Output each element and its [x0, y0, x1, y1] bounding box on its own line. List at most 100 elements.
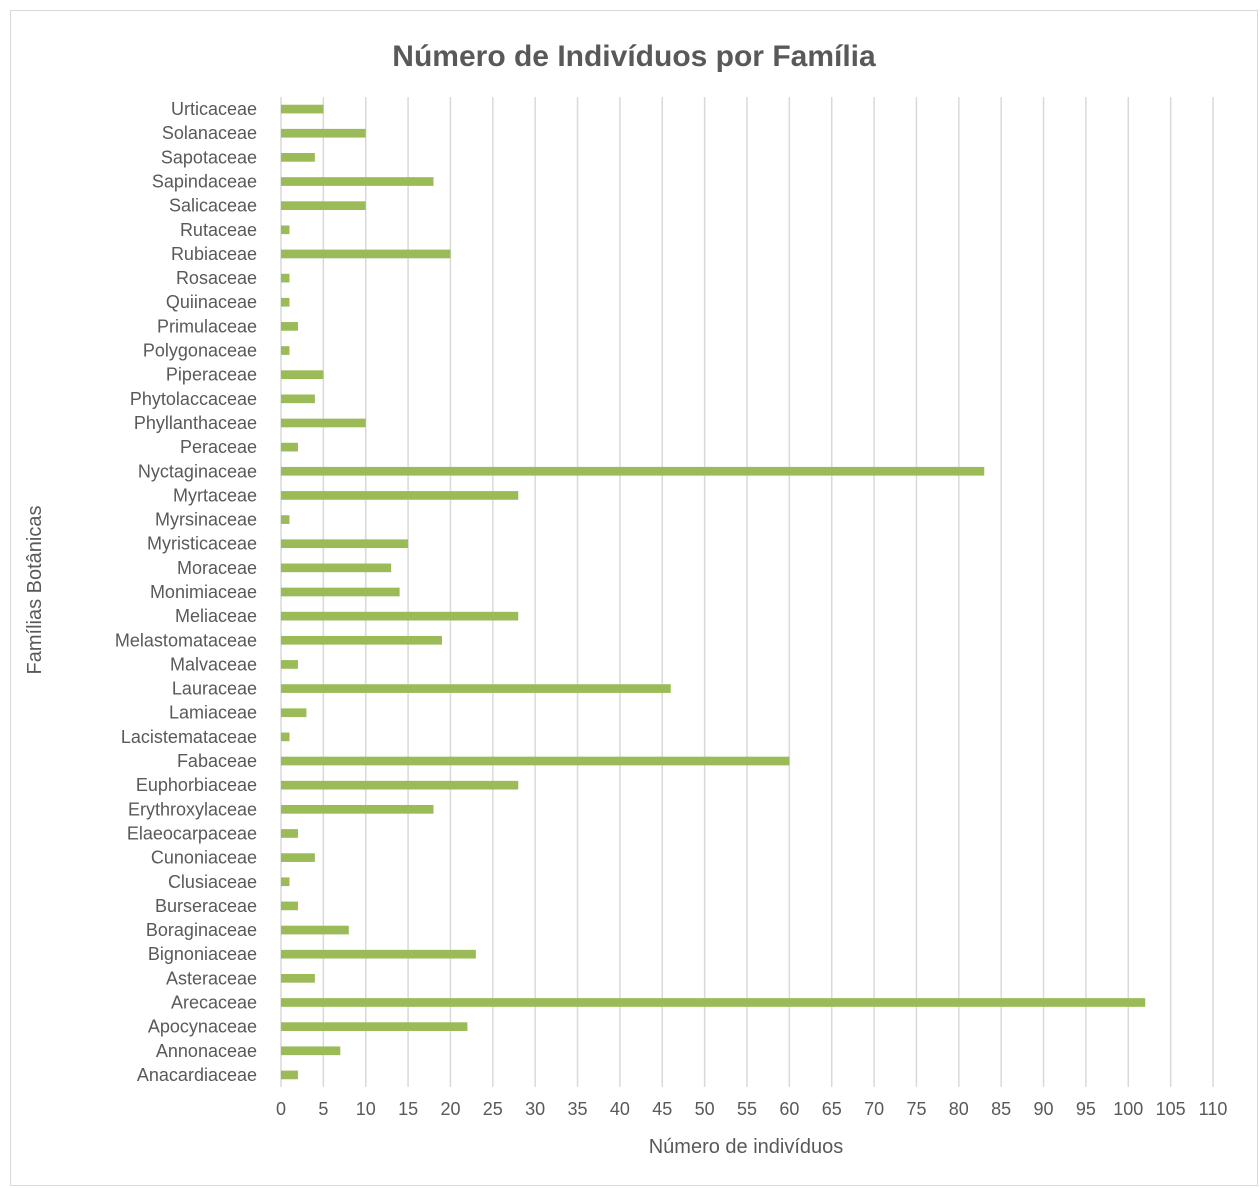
bar-fabaceae — [281, 756, 790, 766]
category-label: Euphorbiaceae — [136, 775, 257, 795]
bar-burseraceae — [281, 901, 298, 911]
category-label: Asteraceae — [166, 968, 257, 988]
category-label: Bignoniaceae — [148, 944, 257, 964]
bar-annonaceae — [281, 1046, 341, 1056]
category-label: Solanaceae — [162, 123, 257, 143]
x-tick-label: 45 — [652, 1099, 672, 1119]
category-label: Rosaceae — [176, 268, 257, 288]
category-label: Polygonaceae — [143, 341, 257, 361]
bar-salicaceae — [281, 201, 366, 211]
category-label: Primulaceae — [157, 316, 257, 336]
bar-phyllanthaceae — [281, 418, 366, 428]
bar-malvaceae — [281, 660, 298, 669]
bar-lacistemataceae — [281, 732, 290, 742]
bar-arecaceae — [281, 998, 1146, 1007]
bar-moraceae — [281, 563, 392, 573]
x-tick-label: 35 — [568, 1099, 588, 1119]
bar-lauraceae — [281, 684, 671, 693]
x-tick-label: 0 — [276, 1099, 286, 1119]
category-label: Urticaceae — [171, 99, 257, 119]
category-label: Melastomataceae — [115, 630, 257, 650]
y-axis-label: Famílias Botânicas — [24, 506, 46, 675]
category-label: Burseraceae — [155, 896, 257, 916]
x-tick-label: 20 — [440, 1099, 460, 1119]
bar-peraceae — [281, 442, 298, 452]
x-tick-label: 65 — [822, 1099, 842, 1119]
bar-quiinaceae — [281, 297, 290, 307]
x-tick-label: 95 — [1076, 1099, 1096, 1119]
chart-title: Número de Indivíduos por Família — [392, 40, 876, 73]
bar-phytolaccaceae — [281, 394, 315, 404]
x-tick-label: 75 — [906, 1099, 926, 1119]
x-tick-label: 50 — [695, 1099, 715, 1119]
bar-myrsinaceae — [281, 515, 290, 524]
x-tick-label: 25 — [483, 1099, 503, 1119]
x-tick-label: 110 — [1199, 1099, 1228, 1119]
bar-sapindaceae — [281, 177, 434, 186]
bar-myrtaceae — [281, 491, 519, 500]
bar-primulaceae — [281, 322, 298, 331]
bar-rosaceae — [281, 273, 290, 283]
category-labels: Anacardiaceae Annonaceae Apocynaceae Arecac… — [115, 99, 257, 1085]
category-label: Cunoniaceae — [151, 848, 257, 868]
x-tick-labels: 0 5 10 15 20 25 30 35 40 45 50 55 60 65 70 75 80 85 90 95 10… — [276, 1099, 1227, 1119]
category-label: Rubiaceae — [171, 244, 257, 264]
x-tick-label: 105 — [1156, 1099, 1186, 1119]
bar-sapotaceae — [281, 153, 315, 162]
category-label: Lauraceae — [172, 679, 257, 699]
category-label: Peraceae — [180, 437, 257, 457]
category-label: Sapotaceae — [161, 147, 257, 167]
x-tick-label: 55 — [737, 1099, 757, 1119]
category-label: Apocynaceae — [148, 1017, 257, 1037]
x-tick-label: 85 — [991, 1099, 1011, 1119]
chart-frame — [10, 10, 1258, 1186]
bar-meliaceae — [281, 611, 519, 621]
bar-boraginaceae — [281, 925, 349, 935]
category-label: Lamiaceae — [169, 703, 257, 723]
category-label: Elaeocarpaceae — [127, 823, 257, 843]
category-label: Myrtaceae — [173, 485, 257, 505]
bar-bignoniaceae — [281, 949, 476, 959]
x-tick-label: 15 — [398, 1099, 418, 1119]
category-label: Annonaceae — [156, 1041, 257, 1061]
bar-lamiaceae — [281, 708, 307, 718]
bar-solanaceae — [281, 128, 366, 138]
bar-rutaceae — [281, 225, 290, 235]
x-axis-label: Número de indivíduos — [649, 1136, 844, 1158]
category-label: Phytolaccaceae — [130, 389, 257, 409]
category-label: Boraginaceae — [146, 920, 257, 940]
gridlines — [280, 97, 1214, 1087]
x-tick-label: 100 — [1113, 1099, 1143, 1119]
x-tick-label: 90 — [1034, 1099, 1054, 1119]
category-label: Lacistemataceae — [121, 727, 257, 747]
bar-anacardiaceae — [281, 1070, 298, 1080]
category-label: Quiinaceae — [166, 292, 257, 312]
category-label: Monimiaceae — [150, 582, 257, 602]
bar-apocynaceae — [281, 1022, 468, 1031]
category-label: Clusiaceae — [168, 872, 257, 892]
category-label: Malvaceae — [170, 654, 257, 674]
x-tick-label: 40 — [610, 1099, 630, 1119]
bar-asteraceae — [281, 973, 315, 983]
category-label: Salicaceae — [169, 196, 257, 216]
bar-cunoniaceae — [281, 853, 315, 862]
bar-urticaceae — [281, 104, 324, 114]
x-tick-label: 30 — [525, 1099, 545, 1119]
category-label: Moraceae — [177, 558, 257, 578]
category-label: Nyctaginaceae — [138, 461, 257, 481]
bars — [281, 104, 1146, 1080]
bar-nyctaginaceae — [281, 466, 985, 476]
category-label: Piperaceae — [166, 365, 257, 385]
bar-euphorbiaceae — [281, 780, 519, 790]
bar-monimiaceae — [281, 587, 400, 597]
category-label: Meliaceae — [175, 606, 257, 626]
bar-clusiaceae — [281, 877, 290, 887]
x-tick-label: 80 — [949, 1099, 969, 1119]
x-tick-label: 70 — [864, 1099, 884, 1119]
category-label: Myrsinaceae — [155, 510, 257, 530]
category-label: Anacardiaceae — [137, 1065, 257, 1085]
bar-elaeocarpaceae — [281, 829, 298, 838]
x-tick-label: 10 — [356, 1099, 376, 1119]
category-label: Fabaceae — [177, 751, 257, 771]
category-label: Sapindaceae — [152, 172, 257, 192]
